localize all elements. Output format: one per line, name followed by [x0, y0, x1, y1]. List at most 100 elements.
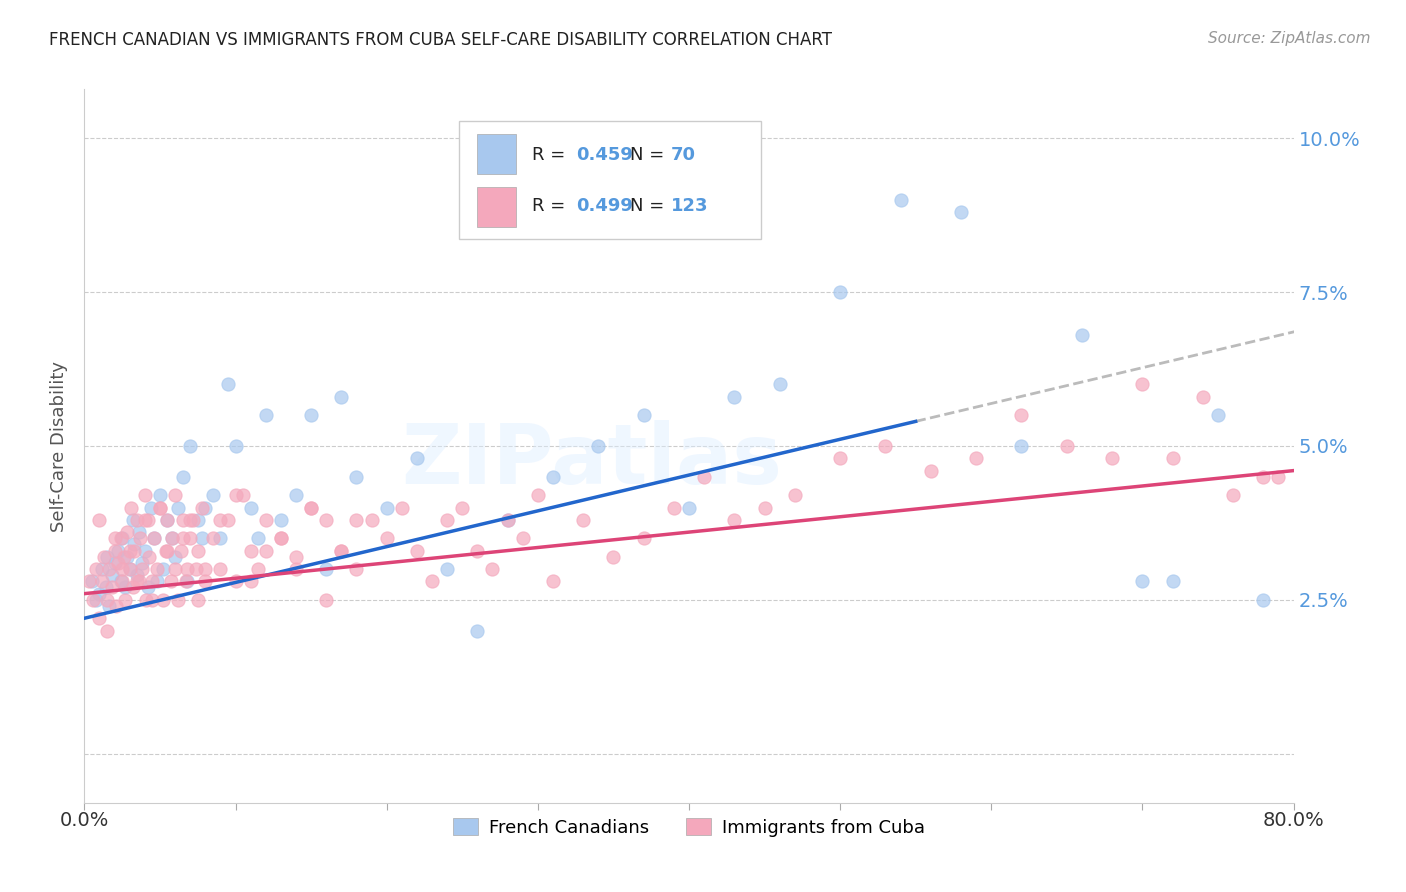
Point — [890, 193, 912, 207]
Point — [467, 543, 489, 558]
Text: N =: N = — [630, 145, 669, 164]
Point — [127, 568, 149, 582]
Point — [94, 581, 117, 595]
Point — [121, 513, 143, 527]
Point — [165, 562, 187, 576]
Point — [299, 500, 322, 515]
Point — [91, 574, 114, 589]
Point — [254, 409, 277, 423]
Point — [346, 513, 368, 527]
FancyBboxPatch shape — [478, 135, 516, 174]
Point — [165, 549, 187, 564]
Point — [122, 543, 145, 558]
Point — [128, 574, 150, 589]
Point — [131, 556, 153, 570]
Point — [131, 562, 153, 576]
Point — [134, 488, 156, 502]
Point — [467, 624, 489, 638]
Point — [375, 500, 398, 515]
Point — [114, 581, 136, 595]
Point — [451, 500, 474, 515]
Point — [120, 500, 142, 515]
Text: 123: 123 — [671, 196, 709, 215]
FancyBboxPatch shape — [460, 121, 762, 239]
Point — [950, 205, 973, 219]
Point — [1056, 439, 1078, 453]
Point — [96, 624, 118, 638]
Point — [142, 531, 165, 545]
FancyBboxPatch shape — [478, 187, 516, 227]
Point — [179, 439, 201, 453]
Point — [1011, 439, 1033, 453]
Point — [1130, 574, 1153, 589]
Point — [285, 562, 308, 576]
Point — [89, 587, 111, 601]
Point — [315, 592, 337, 607]
Point — [270, 531, 292, 545]
Point — [1253, 592, 1275, 607]
Point — [541, 574, 564, 589]
Point — [225, 488, 247, 502]
Point — [160, 531, 183, 545]
Point — [97, 562, 120, 576]
Point — [104, 543, 127, 558]
Point — [149, 500, 172, 515]
Point — [77, 574, 100, 589]
Point — [191, 500, 214, 515]
Point — [107, 543, 129, 558]
Point — [201, 531, 224, 545]
Point — [496, 513, 519, 527]
Point — [104, 556, 127, 570]
Point — [159, 574, 181, 589]
Point — [172, 513, 194, 527]
Point — [146, 574, 169, 589]
Text: 0.459: 0.459 — [576, 145, 633, 164]
Point — [247, 562, 270, 576]
Point — [172, 469, 194, 483]
Point — [541, 469, 564, 483]
Point — [134, 543, 156, 558]
Point — [754, 500, 776, 515]
Point — [174, 574, 197, 589]
Point — [330, 543, 353, 558]
Text: 70: 70 — [671, 145, 696, 164]
Point — [225, 439, 247, 453]
Point — [360, 513, 382, 527]
Point — [602, 549, 624, 564]
Point — [112, 549, 135, 564]
Point — [135, 592, 157, 607]
Point — [127, 513, 149, 527]
Point — [285, 488, 308, 502]
Point — [254, 513, 277, 527]
Point — [270, 513, 292, 527]
Point — [107, 556, 129, 570]
Point — [110, 574, 132, 589]
Point — [830, 451, 852, 466]
Point — [512, 531, 534, 545]
Point — [346, 469, 368, 483]
Point — [1161, 451, 1184, 466]
Point — [678, 500, 700, 515]
Point — [232, 488, 254, 502]
Point — [176, 574, 198, 589]
Point — [588, 439, 610, 453]
Point — [127, 574, 149, 589]
Text: R =: R = — [531, 145, 571, 164]
Point — [121, 581, 143, 595]
Point — [191, 531, 214, 545]
Point — [167, 592, 190, 607]
Point — [136, 513, 159, 527]
Point — [115, 525, 138, 540]
Point — [80, 574, 103, 589]
Point — [496, 513, 519, 527]
Point — [920, 464, 942, 478]
Point — [118, 543, 141, 558]
Point — [194, 500, 217, 515]
Point — [86, 562, 108, 576]
Point — [187, 513, 209, 527]
Point — [97, 599, 120, 613]
Point — [299, 500, 322, 515]
Point — [693, 469, 716, 483]
Point — [406, 543, 429, 558]
Y-axis label: Self-Care Disability: Self-Care Disability — [51, 360, 69, 532]
